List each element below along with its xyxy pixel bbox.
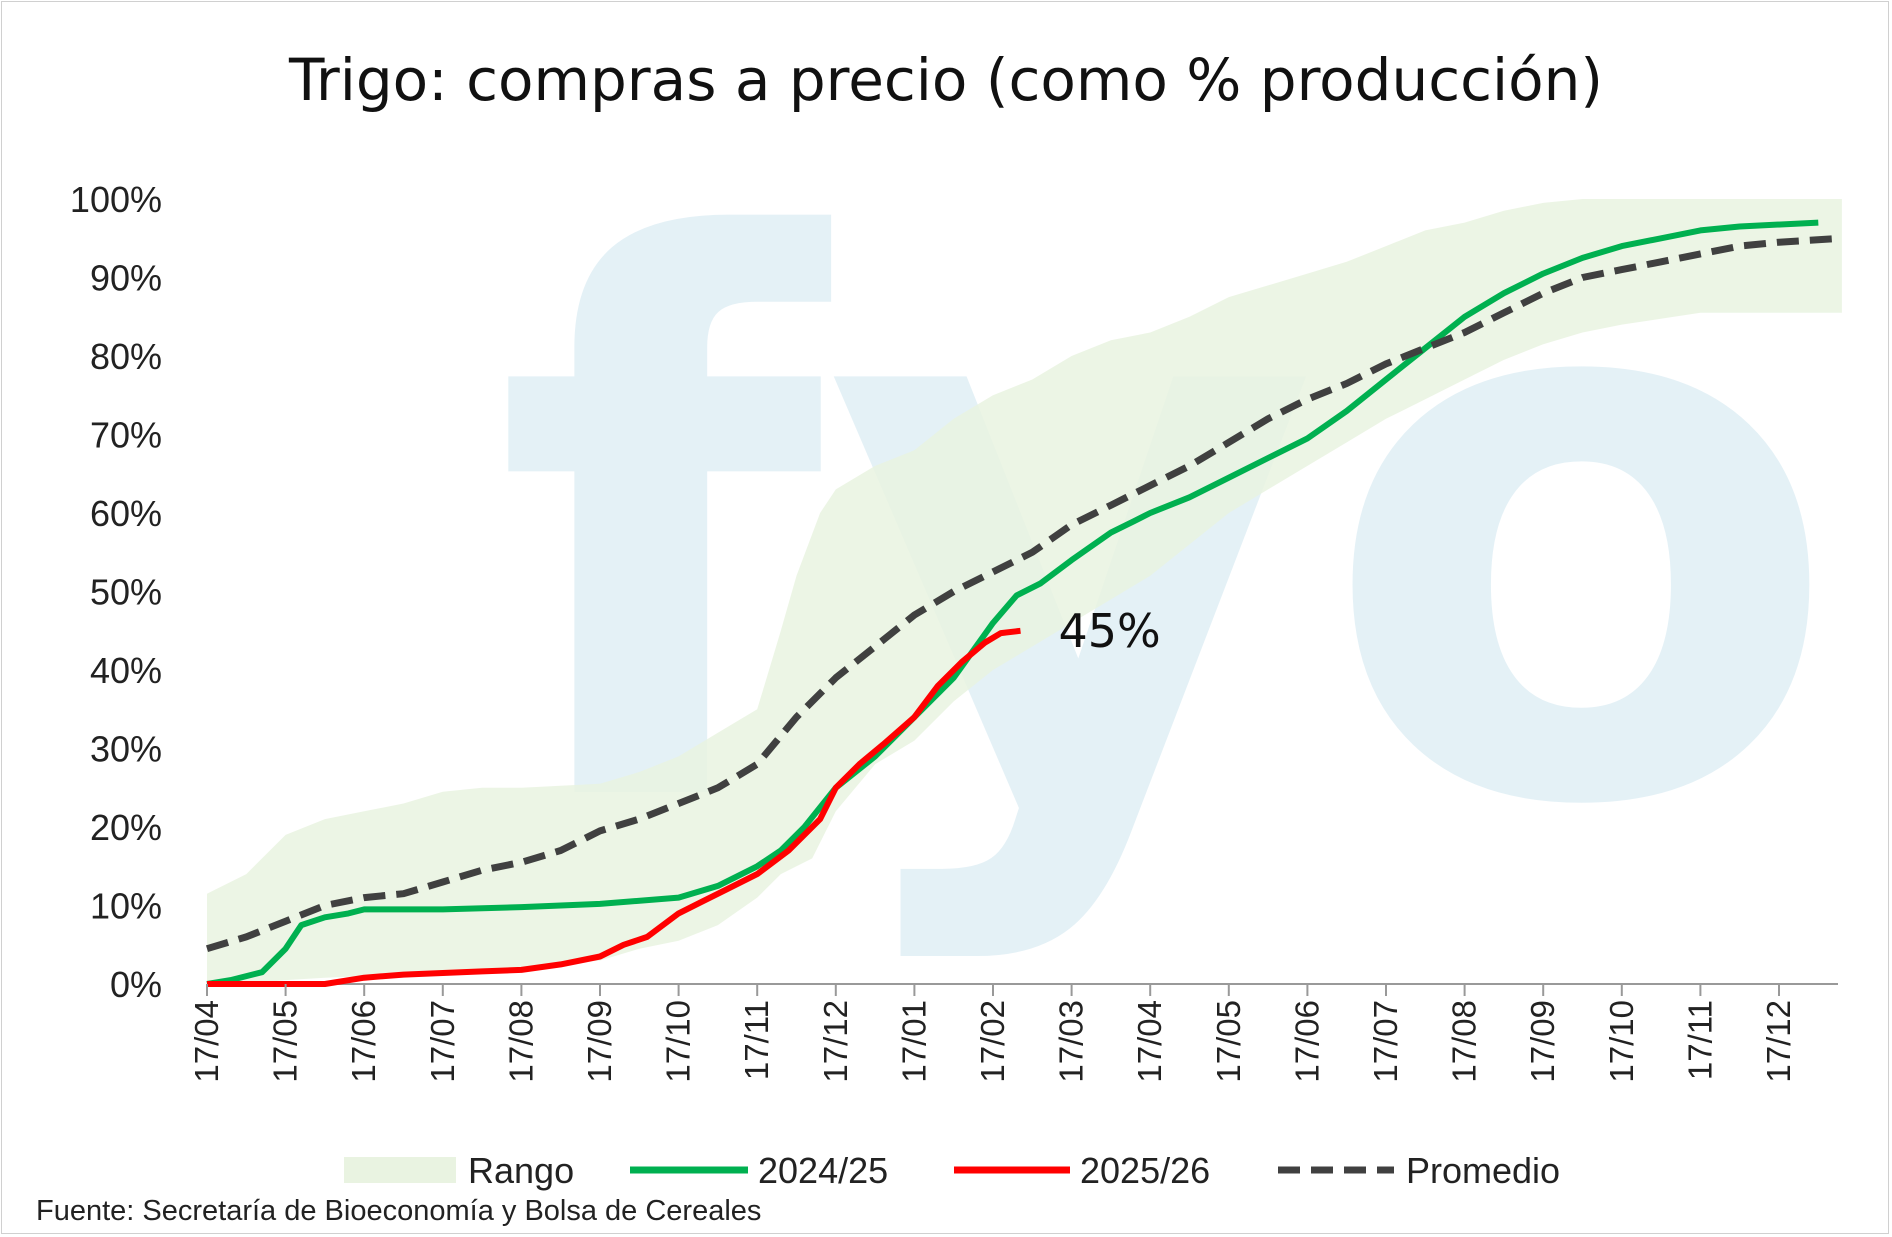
x-tick-label: 17/09 xyxy=(581,1000,618,1083)
last-value-annotation: 45% xyxy=(1059,604,1161,658)
y-axis: 0% 10% 20% 30% 40% 50% 60% 70% 80% 90% 100% xyxy=(70,179,162,1005)
x-tick-label: 17/07 xyxy=(424,1000,461,1083)
x-tick-label: 17/10 xyxy=(660,1000,697,1083)
x-tick-label: 17/07 xyxy=(1367,1000,1404,1083)
x-axis: 17/04 17/05 17/06 17/07 17/08 17/09 17/10 17/11… xyxy=(188,984,1797,1083)
y-tick-label: 90% xyxy=(90,258,162,299)
series-line-2025-26 xyxy=(207,627,1021,987)
y-tick-label: 10% xyxy=(90,886,162,927)
legend-label: 2025/26 xyxy=(1080,1150,1210,1191)
x-tick-label: 17/06 xyxy=(1288,1000,1325,1083)
x-tick-label: 17/11 xyxy=(738,1000,775,1080)
x-tick-label: 17/05 xyxy=(267,1000,304,1083)
series-line-promedio xyxy=(205,234,1843,953)
legend: Rango 2024/25 2025/26 Promedio xyxy=(344,1150,1560,1191)
y-tick-label: 50% xyxy=(90,572,162,613)
source-note: Fuente: Secretaría de Bioeconomía y Bols… xyxy=(36,1195,761,1227)
y-tick-label: 70% xyxy=(90,415,162,456)
legend-label: Promedio xyxy=(1406,1150,1560,1191)
x-tick-label: 17/10 xyxy=(1603,1000,1640,1083)
x-tick-label: 17/01 xyxy=(895,1000,932,1083)
y-tick-label: 30% xyxy=(90,729,162,770)
legend-label: Rango xyxy=(468,1150,574,1191)
series-line-2024-25 xyxy=(206,219,1819,987)
x-tick-label: 17/12 xyxy=(1760,1000,1797,1083)
x-tick-label: 17/04 xyxy=(188,1000,225,1083)
x-tick-label: 17/11 xyxy=(1681,1000,1718,1080)
x-tick-label: 17/08 xyxy=(1446,1000,1483,1083)
y-tick-label: 0% xyxy=(110,964,162,1005)
y-tick-label: 80% xyxy=(90,336,162,377)
x-tick-label: 17/06 xyxy=(345,1000,382,1083)
y-tick-label: 40% xyxy=(90,650,162,691)
x-tick-label: 17/05 xyxy=(1210,1000,1247,1083)
x-tick-label: 17/12 xyxy=(817,1000,854,1083)
x-tick-label: 17/04 xyxy=(1131,1000,1168,1083)
x-tick-label: 17/08 xyxy=(502,1000,539,1083)
y-tick-label: 20% xyxy=(90,807,162,848)
x-tick-label: 17/03 xyxy=(1053,1000,1090,1083)
legend-label: 2024/25 xyxy=(758,1150,888,1191)
y-tick-label: 100% xyxy=(70,179,162,220)
y-tick-label: 60% xyxy=(90,493,162,534)
chart-title: Trigo: compras a precio (como % producci… xyxy=(288,46,1603,114)
x-tick-label: 17/09 xyxy=(1524,1000,1561,1083)
plot-area xyxy=(205,199,1843,987)
legend-swatch-area xyxy=(344,1157,456,1183)
x-tick-label: 17/02 xyxy=(974,1000,1011,1083)
